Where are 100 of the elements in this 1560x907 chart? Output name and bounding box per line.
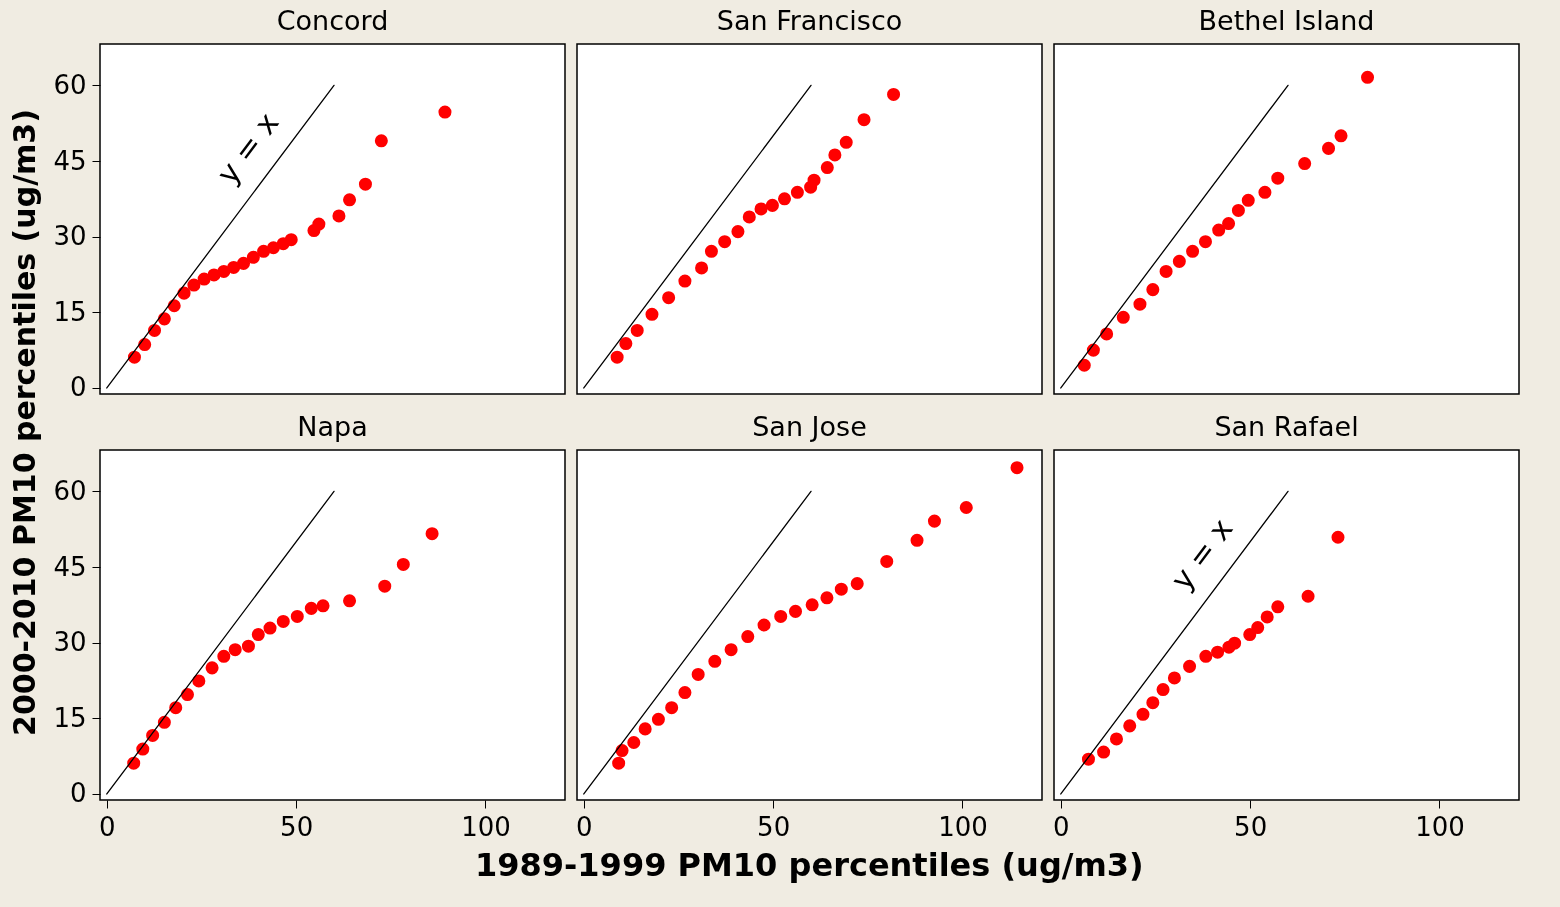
point (630, 323, 644, 337)
point (304, 601, 318, 615)
point (959, 500, 973, 514)
point (1183, 659, 1197, 673)
point (425, 527, 439, 541)
point (638, 722, 652, 736)
point (1133, 297, 1147, 311)
point (1198, 235, 1212, 249)
point (1172, 254, 1186, 268)
point (157, 312, 171, 326)
point (1241, 193, 1255, 207)
point (627, 736, 641, 750)
chart-title: San Jose (752, 411, 867, 442)
point (704, 244, 718, 258)
annotation: y = x (209, 105, 286, 191)
point (887, 87, 901, 101)
point (615, 744, 629, 758)
point (754, 202, 768, 216)
point (1146, 696, 1160, 710)
point (1159, 264, 1173, 278)
point (180, 688, 194, 702)
point (1211, 645, 1225, 659)
point (284, 233, 298, 247)
point (651, 712, 665, 726)
x-tick-label: 50 (757, 811, 791, 842)
point (834, 582, 848, 596)
point (236, 256, 251, 270)
point (316, 599, 330, 613)
point (850, 577, 864, 591)
point (880, 554, 894, 568)
x-tick-label: 100 (461, 811, 511, 842)
point (227, 260, 241, 274)
point (276, 614, 290, 628)
point (241, 639, 255, 653)
point (1167, 671, 1181, 685)
point (910, 533, 924, 547)
point (1077, 358, 1091, 372)
point (790, 185, 804, 199)
y-tick-label: 45 (53, 145, 87, 176)
point (774, 609, 788, 623)
point (678, 274, 692, 288)
point (251, 628, 265, 642)
point (332, 209, 346, 223)
chart-title: San Rafael (1214, 411, 1359, 442)
point (1251, 621, 1265, 635)
point (217, 649, 231, 663)
x-tick-label: 50 (1234, 811, 1268, 842)
x-tick-label: 100 (938, 811, 988, 842)
y-tick-label: 0 (69, 372, 87, 403)
point (665, 701, 679, 715)
point (741, 630, 755, 644)
y-tick-label: 60 (53, 69, 87, 100)
point (358, 177, 372, 191)
x-tick-label: 0 (576, 811, 593, 842)
point (148, 323, 162, 337)
point (731, 225, 745, 239)
x-axis-title: 1989-1999 PM10 percentiles (ug/m3) (475, 846, 1144, 884)
point (1109, 732, 1123, 746)
point (438, 105, 452, 119)
point (266, 241, 280, 255)
y-tick-label: 0 (69, 778, 87, 809)
point (205, 661, 219, 675)
point (1199, 649, 1213, 663)
point (695, 261, 709, 275)
point (1231, 203, 1245, 217)
point (1146, 283, 1160, 297)
point (1222, 217, 1236, 231)
chart-title: Concord (276, 5, 389, 36)
point (857, 113, 871, 127)
chart-title: Napa (297, 411, 368, 442)
point (187, 278, 201, 292)
point (378, 579, 392, 593)
point (1010, 461, 1024, 475)
point (742, 210, 756, 224)
point (1322, 141, 1336, 155)
y-tick-label: 15 (53, 296, 87, 327)
point (1258, 185, 1272, 199)
point (1097, 745, 1111, 759)
x-tick-label: 100 (1415, 811, 1465, 842)
point (263, 621, 277, 635)
point (708, 654, 722, 668)
point (724, 643, 738, 657)
point (691, 667, 705, 681)
point (246, 250, 260, 264)
point (1156, 683, 1170, 697)
y-tick-label: 30 (53, 627, 87, 658)
point (1301, 589, 1315, 603)
point (1123, 719, 1137, 733)
x-tick-label: 50 (280, 811, 314, 842)
point (619, 337, 633, 351)
point (807, 173, 821, 187)
point (610, 350, 624, 364)
point (1136, 707, 1150, 721)
point (290, 609, 304, 623)
chart-title: Bethel Island (1198, 5, 1375, 36)
point (1228, 636, 1242, 650)
y-tick-label: 45 (53, 551, 87, 582)
point (777, 192, 792, 206)
point (1243, 628, 1257, 642)
point (645, 307, 659, 321)
